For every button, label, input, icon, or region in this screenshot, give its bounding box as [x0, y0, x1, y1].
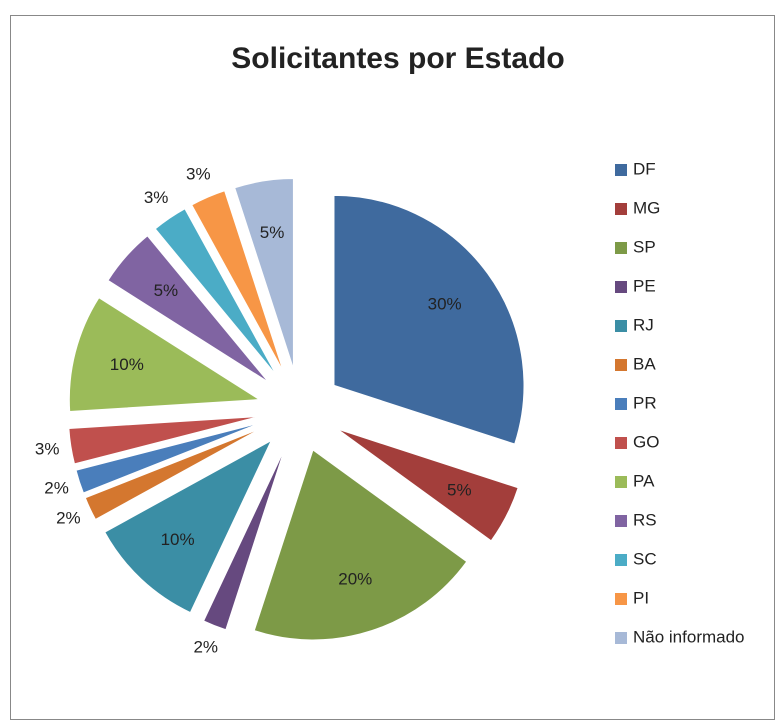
- pie-slice: [68, 416, 259, 465]
- legend-label: RJ: [633, 315, 654, 334]
- legend-label: Não informado: [633, 627, 745, 646]
- legend-swatch: [615, 164, 627, 176]
- data-label: 5%: [154, 281, 179, 300]
- legend-label: DF: [633, 159, 656, 178]
- pie-slice: [154, 208, 277, 376]
- legend-label: SC: [633, 549, 657, 568]
- pie-slice: [107, 235, 269, 383]
- legend-label: MG: [633, 198, 660, 217]
- legend-label: PI: [633, 588, 649, 607]
- pie-slice: [191, 190, 284, 372]
- legend-swatch: [615, 398, 627, 410]
- data-label: 2%: [193, 638, 218, 657]
- legend-label: PE: [633, 276, 656, 295]
- data-label: 3%: [186, 165, 211, 184]
- pie-slice: [333, 194, 525, 445]
- legend-swatch: [615, 281, 627, 293]
- data-label: 5%: [260, 223, 285, 242]
- legend-swatch: [615, 632, 627, 644]
- pie-slice: [337, 428, 519, 542]
- data-label: 20%: [338, 570, 372, 589]
- legend-label: GO: [633, 432, 659, 451]
- pie-slice: [84, 427, 263, 521]
- data-label: 30%: [428, 294, 462, 313]
- pie-slice: [202, 448, 286, 631]
- legend-label: PA: [633, 471, 655, 490]
- pie-slice: [68, 297, 261, 413]
- data-label: 2%: [44, 479, 69, 498]
- legend-swatch: [615, 593, 627, 605]
- legend-swatch: [615, 203, 627, 215]
- data-label: 3%: [35, 440, 60, 459]
- legend-swatch: [615, 242, 627, 254]
- legend-swatch: [615, 515, 627, 527]
- legend-swatch: [615, 359, 627, 371]
- data-label: 2%: [56, 508, 81, 527]
- legend-label: BA: [633, 354, 656, 373]
- data-label: 3%: [144, 188, 169, 207]
- pie-slice: [234, 178, 294, 369]
- legend-label: PR: [633, 393, 657, 412]
- data-label: 10%: [110, 355, 144, 374]
- data-label: 10%: [161, 530, 195, 549]
- legend-label: SP: [633, 237, 656, 256]
- legend-swatch: [615, 554, 627, 566]
- legend-swatch: [615, 437, 627, 449]
- chart-title: Solicitantes por Estado: [231, 42, 564, 75]
- legend-label: RS: [633, 510, 657, 529]
- pie-slice: [75, 422, 261, 494]
- pie-slice: [253, 449, 468, 641]
- data-label: 5%: [447, 481, 472, 500]
- pie-slice: [104, 439, 273, 614]
- legend-swatch: [615, 476, 627, 488]
- legend-swatch: [615, 320, 627, 332]
